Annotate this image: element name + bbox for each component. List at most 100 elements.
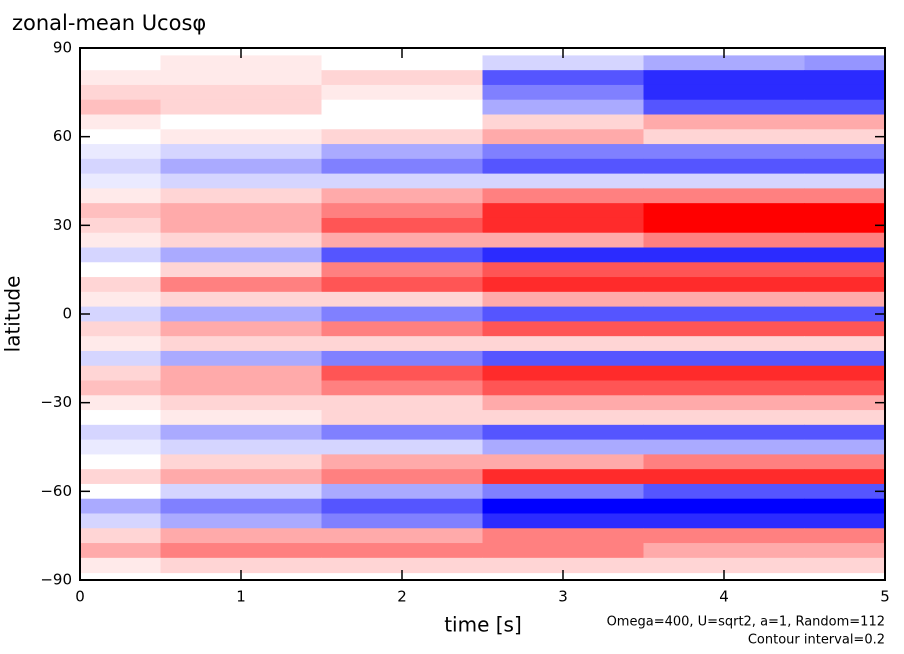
cell	[321, 395, 483, 411]
cell	[160, 291, 322, 308]
cell	[321, 380, 483, 396]
x-tick-label: 5	[880, 588, 890, 606]
cell	[804, 247, 885, 263]
y-tick-label: −30	[40, 393, 72, 411]
cell	[643, 99, 805, 115]
cell	[160, 380, 322, 396]
cell	[643, 55, 805, 71]
cell	[643, 380, 805, 396]
cell	[160, 203, 322, 219]
y-tick-label: 30	[53, 216, 72, 234]
cell	[643, 217, 805, 234]
cell	[643, 277, 805, 293]
cell	[321, 144, 483, 160]
cell	[80, 203, 161, 219]
cell	[321, 217, 483, 234]
cell	[160, 513, 322, 529]
cell	[160, 277, 322, 293]
x-tick-label: 2	[397, 588, 407, 606]
cell	[160, 173, 322, 189]
cell	[804, 114, 885, 130]
cell	[160, 321, 322, 337]
cell	[321, 203, 483, 219]
cell	[321, 262, 483, 278]
cell	[80, 424, 161, 441]
cell	[643, 513, 805, 529]
cell	[643, 262, 805, 278]
cell	[160, 410, 322, 426]
cell	[160, 84, 322, 101]
cell	[160, 439, 322, 455]
cell	[160, 306, 322, 322]
cell	[804, 99, 885, 115]
cell	[482, 469, 644, 485]
cell	[80, 380, 161, 396]
cell	[160, 247, 322, 263]
cell	[804, 70, 885, 86]
cell	[482, 70, 644, 86]
cell	[160, 350, 322, 367]
x-tick-label: 3	[558, 588, 568, 606]
cell	[80, 439, 161, 455]
cell	[160, 217, 322, 234]
cell	[80, 350, 161, 367]
cell	[80, 454, 161, 470]
cell	[160, 336, 322, 352]
cell	[321, 498, 483, 514]
cell	[80, 365, 161, 381]
cell	[321, 55, 483, 71]
cell	[482, 203, 644, 219]
cell	[643, 528, 805, 544]
cell	[804, 84, 885, 101]
cell	[321, 291, 483, 308]
cell	[482, 557, 644, 574]
cell	[80, 306, 161, 322]
cell	[321, 336, 483, 352]
field	[80, 55, 885, 574]
cell	[643, 188, 805, 204]
cell	[804, 424, 885, 441]
cell	[482, 321, 644, 337]
cell	[321, 513, 483, 529]
cell	[804, 454, 885, 470]
cell	[482, 173, 644, 189]
cell	[804, 380, 885, 396]
cell	[321, 543, 483, 559]
cell	[321, 410, 483, 426]
cell	[482, 439, 644, 455]
cell	[804, 291, 885, 308]
cell	[80, 188, 161, 204]
cell	[321, 129, 483, 145]
cell	[160, 557, 322, 574]
cell	[804, 528, 885, 544]
cell	[160, 469, 322, 485]
cell	[321, 424, 483, 441]
cell	[80, 84, 161, 101]
note: Omega=400, U=sqrt2, a=1, Random=112	[607, 615, 885, 630]
cell	[80, 557, 161, 574]
cell	[804, 350, 885, 367]
cell	[804, 557, 885, 574]
cell	[804, 158, 885, 175]
cell	[482, 277, 644, 293]
cell	[482, 232, 644, 248]
x-tick-label: 4	[719, 588, 729, 606]
cell	[160, 55, 322, 71]
cell	[804, 188, 885, 204]
cell	[321, 114, 483, 130]
cell	[804, 513, 885, 529]
cell	[482, 543, 644, 559]
cell	[643, 454, 805, 470]
cell	[80, 173, 161, 189]
cell	[804, 410, 885, 426]
cell	[643, 291, 805, 308]
cell	[482, 395, 644, 411]
cell	[804, 498, 885, 514]
cell	[643, 158, 805, 175]
cell	[643, 232, 805, 248]
chart-title: zonal-mean Ucosφ	[12, 11, 206, 35]
cell	[160, 144, 322, 160]
y-tick-label: 60	[53, 127, 72, 145]
cell	[643, 203, 805, 219]
